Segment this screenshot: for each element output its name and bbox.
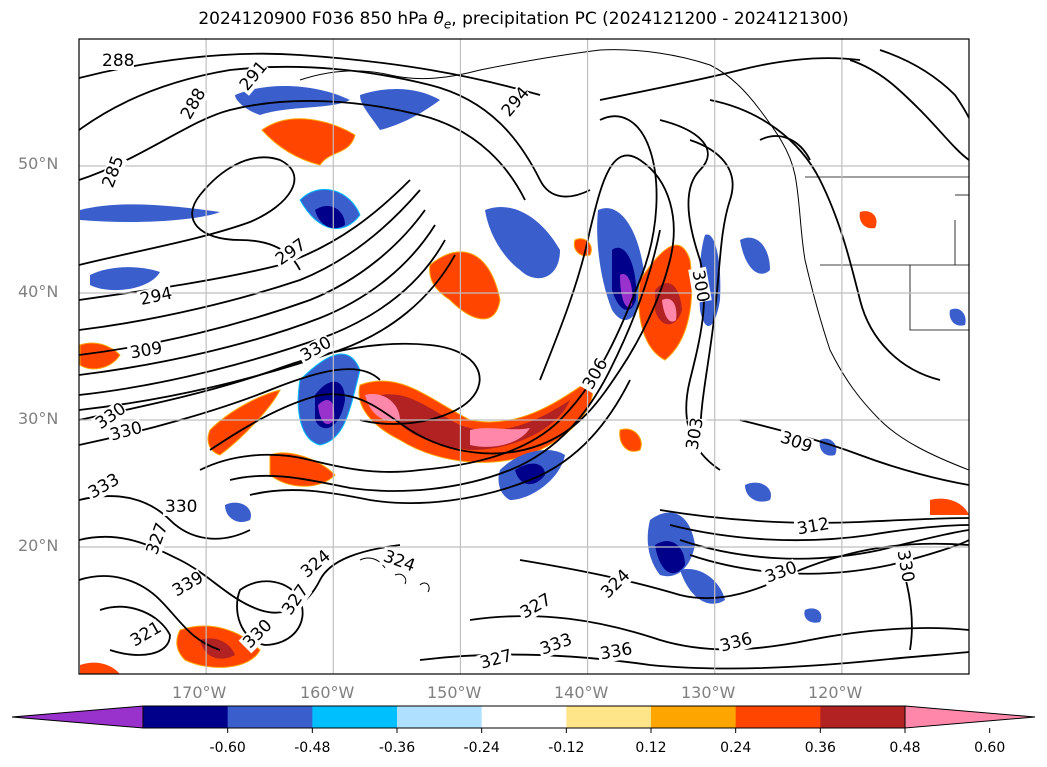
lon-label-120w: 120°W xyxy=(808,683,863,702)
contour-label-bg xyxy=(535,630,575,660)
colorbar-segment xyxy=(227,706,313,728)
colorbar-tick-label: 0.12 xyxy=(635,740,666,756)
colorbar-extend-high xyxy=(904,705,1036,729)
lon-label-140w: 140°W xyxy=(554,683,609,702)
contour-label: 288 xyxy=(102,51,134,71)
lon-label-170w: 170°W xyxy=(172,683,227,702)
contour-label-bg xyxy=(476,646,514,674)
contour-label-bg xyxy=(176,85,210,125)
colorbar-tick-label: -0.24 xyxy=(464,740,500,756)
contour-label-bg xyxy=(295,333,335,367)
map-frame xyxy=(78,38,970,675)
colorbar-tick-label: -0.60 xyxy=(210,740,246,756)
contour-label-bg xyxy=(136,284,174,310)
contour-label-bg xyxy=(277,581,313,621)
precip-shading xyxy=(79,85,969,674)
colorbar-segment xyxy=(312,706,398,728)
contour-label-bg xyxy=(578,355,612,395)
colorbar-segment xyxy=(143,706,229,728)
colorbar-segment xyxy=(735,706,821,728)
contour-label-bg xyxy=(515,590,555,624)
map-gridlines xyxy=(79,39,969,674)
colorbar-tick-label: 0.48 xyxy=(889,740,920,756)
lat-label-20n: 20°N xyxy=(18,536,59,555)
contour-label-bg xyxy=(893,546,917,584)
contour-label: 330 xyxy=(165,497,197,517)
lon-label-130w: 130°W xyxy=(681,683,736,702)
contour-label-bg xyxy=(793,515,831,539)
colorbar-tick-label: -0.36 xyxy=(379,740,415,756)
colorbar-segment xyxy=(651,706,737,728)
colorbar-tick-label: 0.24 xyxy=(720,740,751,756)
contour-label-bg xyxy=(497,84,533,122)
contour-label-bg xyxy=(142,520,172,560)
colorbar-segment xyxy=(566,706,652,728)
contour-label-bg xyxy=(596,566,634,604)
contour-label-bg xyxy=(760,558,800,588)
contour-label-bg xyxy=(90,399,130,435)
contour-label-bg xyxy=(270,235,310,271)
colorbar-extend-low xyxy=(11,705,144,729)
colorbar-tick-label: 0.36 xyxy=(805,740,836,756)
contour-label-bg xyxy=(106,418,144,446)
colorbar-segment xyxy=(481,706,567,728)
contour-label-bg xyxy=(238,616,276,654)
colorbar-tick-label: 0.60 xyxy=(974,740,1005,756)
colorbar-outline xyxy=(142,705,906,729)
contour-label-bg xyxy=(235,58,271,96)
contour-label-bg xyxy=(163,498,197,516)
theta-e-contours xyxy=(79,49,969,670)
contour-label-bg xyxy=(688,266,712,304)
map-plot-area xyxy=(79,39,969,674)
lat-label-30n: 30°N xyxy=(18,409,59,428)
contour-label-bg xyxy=(83,470,123,504)
contour-label-bg xyxy=(683,416,707,454)
contour-label-bg xyxy=(296,547,334,583)
lat-label-40n: 40°N xyxy=(18,282,59,301)
coastlines xyxy=(299,49,969,593)
lon-label-160w: 160°W xyxy=(300,683,355,702)
colorbar-tick-label: -0.48 xyxy=(294,740,330,756)
contour-label-bg xyxy=(126,339,164,363)
contour-label-bg xyxy=(98,153,128,193)
contour-label-bg xyxy=(716,629,754,657)
figure-title: 2024120900 F036 850 hPa θe, precipitatio… xyxy=(198,9,849,32)
colorbar-tick-label: -0.12 xyxy=(548,740,584,756)
contour-label-bg xyxy=(100,52,134,70)
contour-label-bg xyxy=(775,427,815,457)
colorbar-segment xyxy=(820,706,906,728)
lat-label-50n: 50°N xyxy=(18,154,59,173)
contour-label-bg xyxy=(167,568,207,602)
contour-label-bg xyxy=(125,618,165,652)
colorbar-segment xyxy=(397,706,483,728)
contour-label-bg xyxy=(596,640,634,664)
contour-label-bg xyxy=(378,546,418,576)
precip-colorbar: -0.60 -0.48 -0.36 -0.24 -0.12 0.12 0.24 0.36 0.4… xyxy=(11,705,1036,756)
lon-label-150w: 150°W xyxy=(427,683,482,702)
state-borders xyxy=(805,176,969,331)
